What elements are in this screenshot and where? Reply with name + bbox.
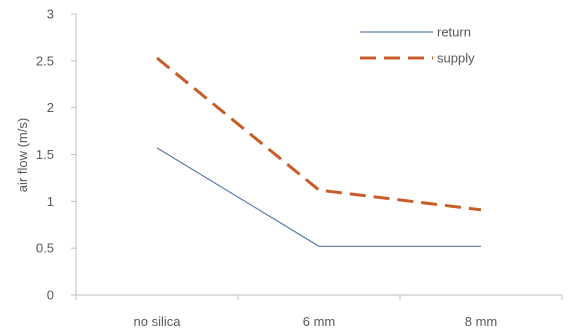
y-axis-title: air flow (m/s) <box>15 118 30 192</box>
series-line-return <box>156 147 481 247</box>
y-tick-label: 0.5 <box>36 241 54 256</box>
legend-label-return: return <box>437 25 471 40</box>
y-tick-label: 2.5 <box>36 53 54 68</box>
y-tick-label: 1.5 <box>36 147 54 162</box>
x-tick-label: 6 mm <box>303 314 336 328</box>
y-tick-label: 3 <box>47 7 54 22</box>
x-tick-label: 8 mm <box>465 314 498 328</box>
plot-area: 0 0.5 1 1.5 2 2.5 3 no silica 6 mm 8 mm return supp… <box>36 7 563 328</box>
x-tick-label: no silica <box>134 314 182 328</box>
y-tick-label: 0 <box>47 288 54 303</box>
series-line-supply <box>156 56 482 212</box>
y-tick-label: 1 <box>47 194 54 209</box>
y-tick-label: 2 <box>47 100 54 115</box>
legend-label-supply: supply <box>437 51 475 66</box>
